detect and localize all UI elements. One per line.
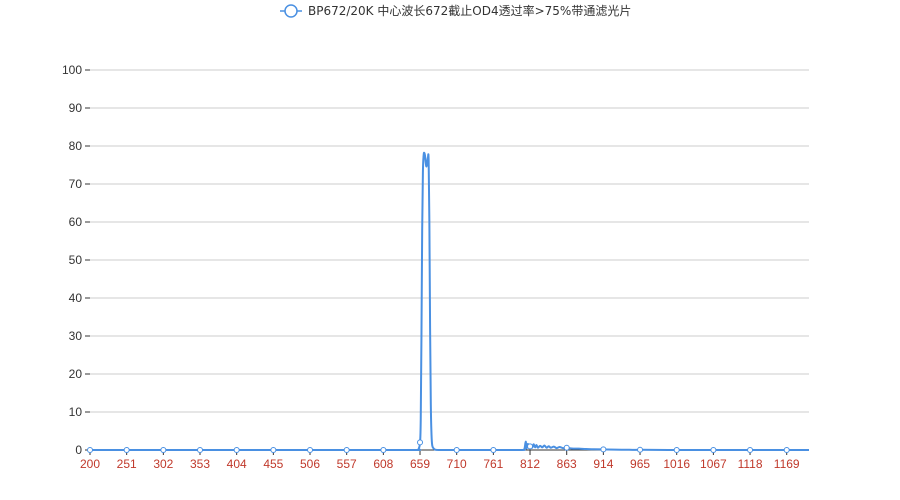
x-tick-label: 251 [117, 457, 137, 471]
x-tick-label: 608 [373, 457, 393, 471]
series-line[interactable] [89, 151, 809, 452]
x-tick-label: 455 [263, 457, 283, 471]
x-tick-label: 812 [520, 457, 540, 471]
y-tick-label: 40 [69, 291, 83, 305]
data-point[interactable] [270, 447, 277, 453]
y-tick-label: 50 [69, 253, 83, 267]
x-tick-label: 1118 [738, 457, 763, 471]
x-tick-label: 200 [80, 457, 100, 471]
data-point[interactable] [783, 447, 790, 453]
y-tick-label: 70 [69, 177, 83, 191]
data-point[interactable] [563, 444, 570, 451]
x-tick-label: 506 [300, 457, 320, 471]
data-point[interactable] [747, 447, 754, 453]
y-tick-label: 90 [69, 101, 83, 115]
y-axis: 0 10 20 30 40 50 60 70 80 90 100 [62, 63, 90, 457]
x-tick-label: 863 [557, 457, 577, 471]
x-tick-label: 710 [447, 457, 467, 471]
y-tick-label: 10 [69, 405, 83, 419]
data-point[interactable] [307, 447, 314, 453]
data-point[interactable] [673, 447, 680, 453]
x-tick-label: 1169 [774, 457, 800, 471]
data-point[interactable] [197, 447, 204, 453]
data-point[interactable] [87, 447, 93, 453]
x-axis: 200 251 302 353 404 455 506 557 608 659 710 761 812 8… [80, 449, 809, 471]
y-tick-label: 0 [75, 443, 82, 457]
data-point[interactable] [380, 447, 387, 453]
y-tick-label: 80 [69, 139, 83, 153]
data-point[interactable] [600, 446, 607, 453]
data-point[interactable] [160, 447, 167, 453]
data-point[interactable] [637, 446, 644, 453]
y-tick-label: 60 [69, 215, 83, 229]
x-tick-label: 761 [483, 457, 503, 471]
data-point[interactable] [490, 447, 497, 453]
y-tick-label: 20 [69, 367, 83, 381]
x-tick-label: 404 [227, 457, 247, 471]
x-tick-label: 965 [630, 457, 650, 471]
x-tick-label: 302 [153, 457, 173, 471]
legend-label: BP672/20K 中心波长672截止OD4透过率>75%带通滤光片 [308, 3, 631, 18]
y-tick-label: 100 [62, 63, 82, 77]
y-tick-label: 30 [69, 329, 83, 343]
x-tick-label: 557 [337, 457, 357, 471]
data-point[interactable] [233, 447, 240, 453]
data-point[interactable] [123, 447, 130, 453]
series-layer [87, 151, 809, 453]
data-point[interactable] [453, 447, 460, 453]
data-point[interactable] [710, 447, 717, 453]
data-point[interactable] [417, 439, 424, 446]
legend[interactable]: BP672/20K 中心波长672截止OD4透过率>75%带通滤光片 [280, 3, 631, 18]
x-tick-label: 353 [190, 457, 210, 471]
data-point[interactable] [527, 443, 534, 450]
x-tick-label: 659 [410, 457, 430, 471]
grid-lines [90, 69, 809, 413]
x-tick-label: 1067 [700, 457, 727, 471]
data-point[interactable] [343, 447, 350, 453]
x-tick-label: 914 [593, 457, 613, 471]
x-tick-label: 1016 [663, 457, 690, 471]
legend-marker-icon [284, 4, 298, 18]
